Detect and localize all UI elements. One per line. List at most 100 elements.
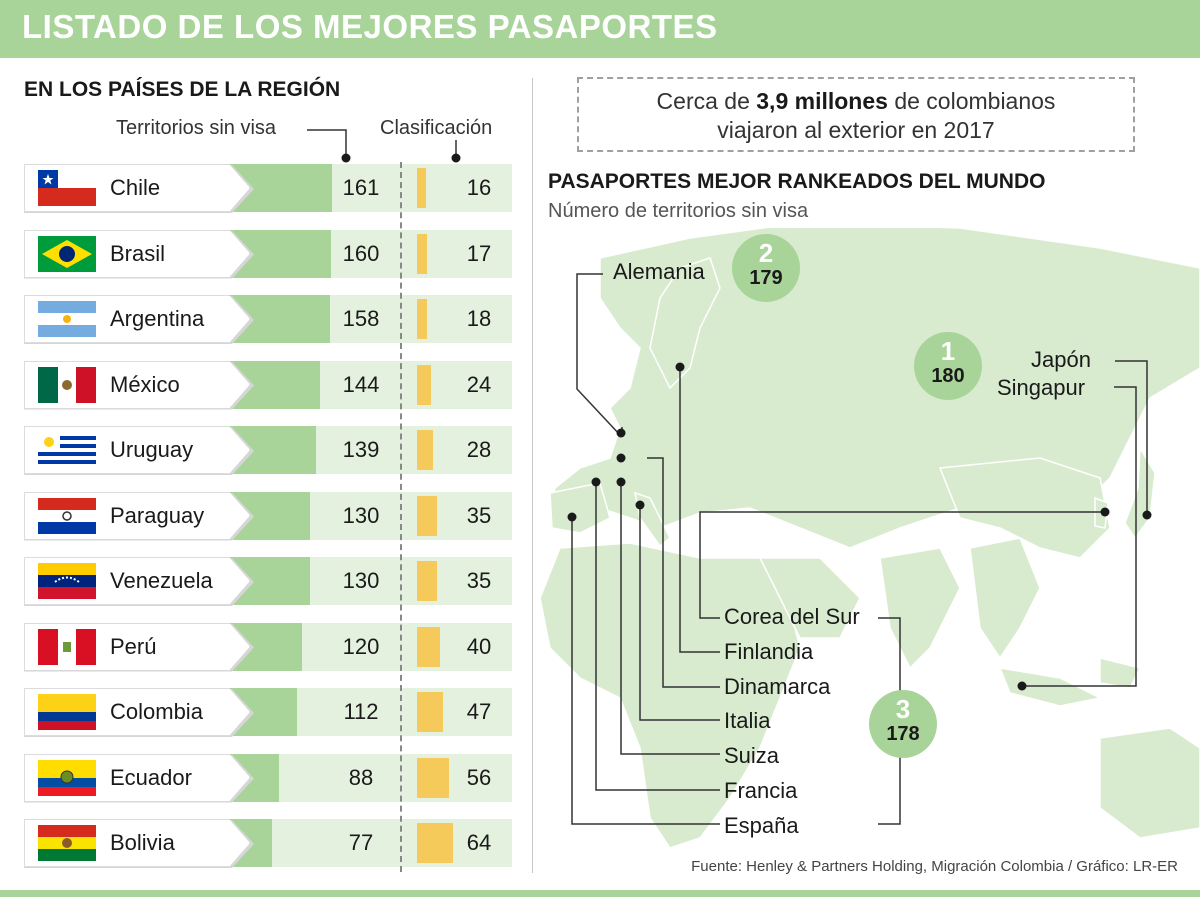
country-row: Argentina 158 18 — [0, 295, 520, 344]
callout-highlight: 3,9 millones — [756, 88, 888, 114]
map-label-dinamarca: Dinamarca — [724, 674, 831, 699]
flag-uruguay-icon — [38, 432, 96, 468]
map-label-alemania: Alemania — [613, 259, 705, 284]
ranking-value: 56 — [466, 764, 492, 790]
ranking-bar — [417, 233, 427, 274]
map-label-suiza: Suiza — [724, 743, 780, 768]
badge-visa-free-count: 179 — [749, 267, 783, 289]
visa-free-value: 139 — [342, 437, 380, 462]
country-row: México 144 24 — [0, 360, 520, 410]
ranking-bar — [417, 561, 437, 601]
title-banner — [0, 0, 1200, 58]
flag-peru-icon — [38, 628, 96, 665]
country-row: Bolivia 77 64 — [0, 819, 520, 868]
country-name: Perú — [110, 633, 157, 659]
country-row: Colombia 112 47 — [0, 688, 520, 737]
ranking-value: 35 — [466, 568, 492, 593]
flag-bolivia-icon — [38, 825, 96, 861]
map-landmass — [540, 228, 1200, 849]
callout-text-pre: Cerca de — [656, 88, 757, 114]
column-header-pointers — [307, 129, 461, 163]
country-name: México — [110, 371, 180, 397]
dashed-column-divider — [400, 162, 402, 872]
country-name: Bolivia — [110, 830, 175, 855]
map-label-corea-del-sur: Corea del Sur — [724, 604, 860, 629]
travel-callout: Cerca de 3,9 millones de colombianos via… — [577, 77, 1135, 152]
world-section-title: PASAPORTES MEJOR RANKEADOS DEL MUNDO — [548, 170, 1046, 193]
ranking-bar — [417, 626, 440, 667]
country-name: Chile — [110, 175, 161, 200]
ranking-value: 64 — [466, 830, 492, 855]
world-section-subtitle: Número de territorios sin visa — [548, 200, 809, 222]
bottom-bar — [0, 890, 1200, 897]
visa-free-value: 130 — [342, 568, 380, 593]
ranking-bar — [417, 823, 453, 863]
map-label-espana: España — [724, 813, 799, 838]
map-label-francia: Francia — [724, 778, 798, 803]
visa-free-value: 161 — [342, 175, 380, 200]
country-row: Chile 161 16 — [0, 164, 520, 213]
badge-rank-number: 2 — [758, 238, 774, 268]
visa-free-value: 158 — [342, 306, 380, 331]
flag-paraguay-icon — [38, 497, 96, 534]
country-name: Brasil — [110, 240, 166, 266]
vertical-divider — [532, 78, 533, 873]
country-name: Ecuador — [110, 764, 192, 790]
ranking-bar — [417, 364, 431, 405]
visa-free-value: 120 — [342, 633, 380, 659]
ranking-value: 24 — [466, 371, 492, 397]
visa-free-value: 130 — [342, 502, 380, 528]
ranking-bar — [417, 168, 426, 208]
ranking-bar — [417, 299, 428, 339]
flag-argentina-icon — [38, 301, 96, 337]
rank-badge-2: 2 179 — [732, 234, 800, 302]
country-name: Uruguay — [110, 437, 194, 462]
country-name: Colombia — [110, 699, 203, 724]
rank-badge-1: 1 180 — [914, 332, 982, 400]
visa-free-value: 144 — [342, 371, 380, 397]
visa-free-value: 112 — [343, 699, 379, 724]
ranking-value: 16 — [466, 175, 492, 200]
country-row: Brasil 160 17 — [0, 229, 520, 279]
map-city-dots — [567, 362, 1152, 691]
country-name: Paraguay — [110, 502, 205, 528]
country-row: Ecuador 88 56 — [0, 753, 520, 803]
country-row: Paraguay 130 35 — [0, 491, 520, 541]
map-label-japon: Japón — [1031, 347, 1091, 372]
ranking-value: 18 — [466, 306, 492, 331]
flag-venezuela-icon — [38, 563, 96, 599]
flag-mexico-icon — [38, 366, 96, 403]
flag-ecuador-icon — [38, 759, 96, 796]
ranking-value: 17 — [466, 240, 492, 266]
rank-badge-3: 3 178 — [869, 690, 937, 758]
ranking-bar — [417, 692, 444, 732]
ranking-value: 40 — [466, 633, 492, 659]
map-label-finlandia: Finlandia — [724, 639, 814, 664]
flag-brasil-icon — [38, 235, 96, 272]
visa-free-value: 77 — [348, 830, 374, 855]
ranking-bar — [417, 757, 449, 798]
source-credit: Fuente: Henley & Partners Holding, Migra… — [691, 858, 1178, 875]
callout-text-line2: viajaron al exterior en 2017 — [717, 117, 995, 143]
ranking-value: 47 — [466, 699, 492, 724]
column-header-ranking: Clasificación — [380, 117, 493, 139]
world-map — [540, 228, 1200, 849]
badge-rank-number: 1 — [940, 336, 956, 366]
column-header-visa-free: Territorios sin visa — [116, 117, 277, 139]
map-label-italia: Italia — [724, 708, 771, 733]
badge-visa-free-count: 178 — [886, 723, 920, 745]
page-title: LISTADO DE LOS MEJORES PASAPORTES — [22, 8, 718, 45]
region-section-title: EN LOS PAÍSES DE LA REGIÓN — [24, 78, 341, 101]
ranking-value: 35 — [466, 502, 492, 528]
badge-visa-free-count: 180 — [931, 365, 965, 387]
visa-free-value: 88 — [348, 764, 374, 790]
visa-free-value: 160 — [342, 240, 380, 266]
country-name: Venezuela — [110, 568, 213, 593]
callout-text-post: de colombianos — [887, 88, 1056, 114]
flag-chile-icon — [38, 170, 96, 206]
ranking-bar — [417, 495, 437, 536]
badge-rank-number: 3 — [895, 694, 911, 724]
flag-colombia-icon — [38, 694, 96, 730]
country-name: Argentina — [110, 306, 205, 331]
ranking-bar — [417, 430, 433, 470]
